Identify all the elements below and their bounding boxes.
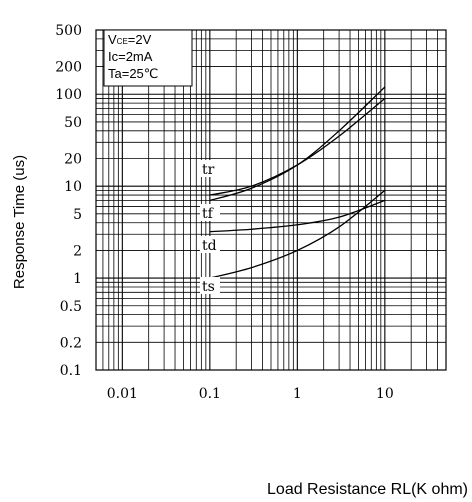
series-line-td — [209, 199, 386, 233]
y-tick-label: 2 — [73, 243, 82, 259]
y-tick-label: 20 — [64, 151, 82, 167]
y-tick-label: 10 — [64, 179, 82, 195]
x-tick-label: 0.01 — [107, 386, 138, 402]
y-tick-label: 50 — [64, 115, 82, 131]
series-label-ts: ts — [202, 279, 215, 295]
series-label-tr: tr — [202, 162, 215, 178]
x-tick-label: 1 — [293, 386, 302, 402]
y-tick-label: 0.5 — [60, 299, 82, 315]
condition-ta: Ta=25℃ — [108, 66, 158, 81]
series-lines — [209, 86, 386, 279]
series-label-tf: tf — [202, 206, 215, 222]
y-tick-label: 5 — [73, 207, 82, 223]
y-tick-label: 0.2 — [60, 335, 82, 351]
condition-ic: Ic=2mA — [108, 49, 153, 64]
y-tick-label: 1 — [73, 271, 82, 287]
series-line-ts — [209, 189, 386, 279]
x-tick-label: 0.1 — [199, 386, 221, 402]
tick-labels: 0.1 0.2 0.5 1 2 5 10 20 50 100 200 500 0.01 0.1 1 10 — [55, 23, 393, 402]
y-tick-label: 500 — [55, 23, 82, 39]
series-labels: tr tf td ts — [200, 160, 220, 295]
conditions-box: VCE=2V Ic=2mA Ta=25℃ — [103, 29, 193, 87]
series-line-tf — [209, 86, 386, 202]
series-label-td: td — [202, 238, 217, 254]
x-axis-title: Load Resistance RL(K ohm) — [267, 481, 468, 498]
y-tick-label: 0.1 — [60, 363, 82, 379]
y-tick-label: 100 — [55, 87, 82, 103]
plot-frame — [95, 29, 447, 371]
condition-vce: VCE=2V — [108, 32, 152, 47]
y-axis-title: Response Time (us) — [11, 155, 28, 289]
y-tick-label: 200 — [55, 60, 82, 76]
x-tick-label: 10 — [376, 386, 394, 402]
